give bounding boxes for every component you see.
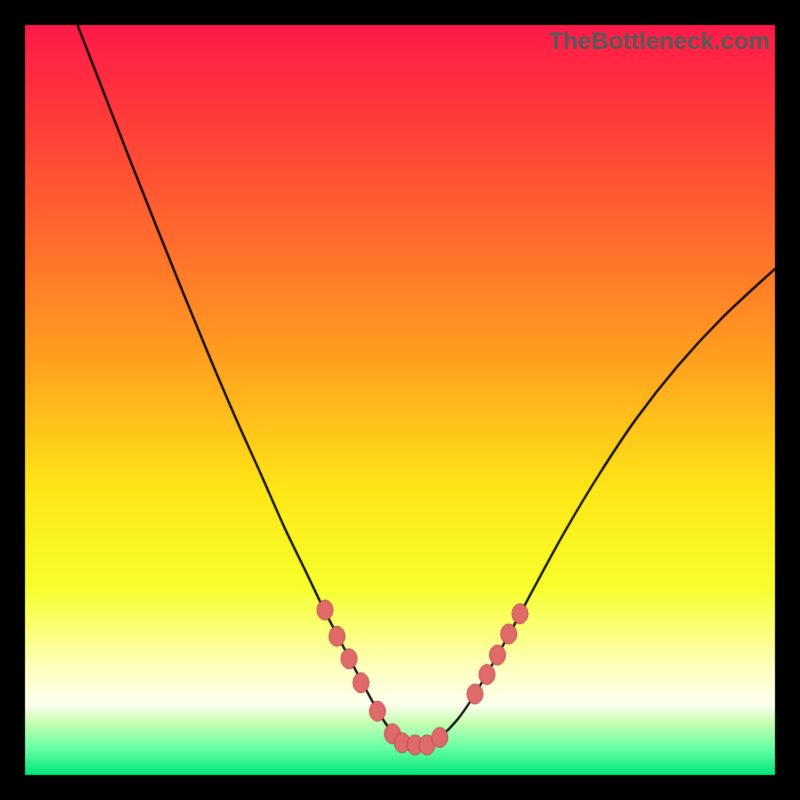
gradient-chart-canvas: [0, 0, 800, 800]
chart-container: TheBottleneck.com: [0, 0, 800, 800]
watermark-text: TheBottleneck.com: [549, 28, 770, 56]
